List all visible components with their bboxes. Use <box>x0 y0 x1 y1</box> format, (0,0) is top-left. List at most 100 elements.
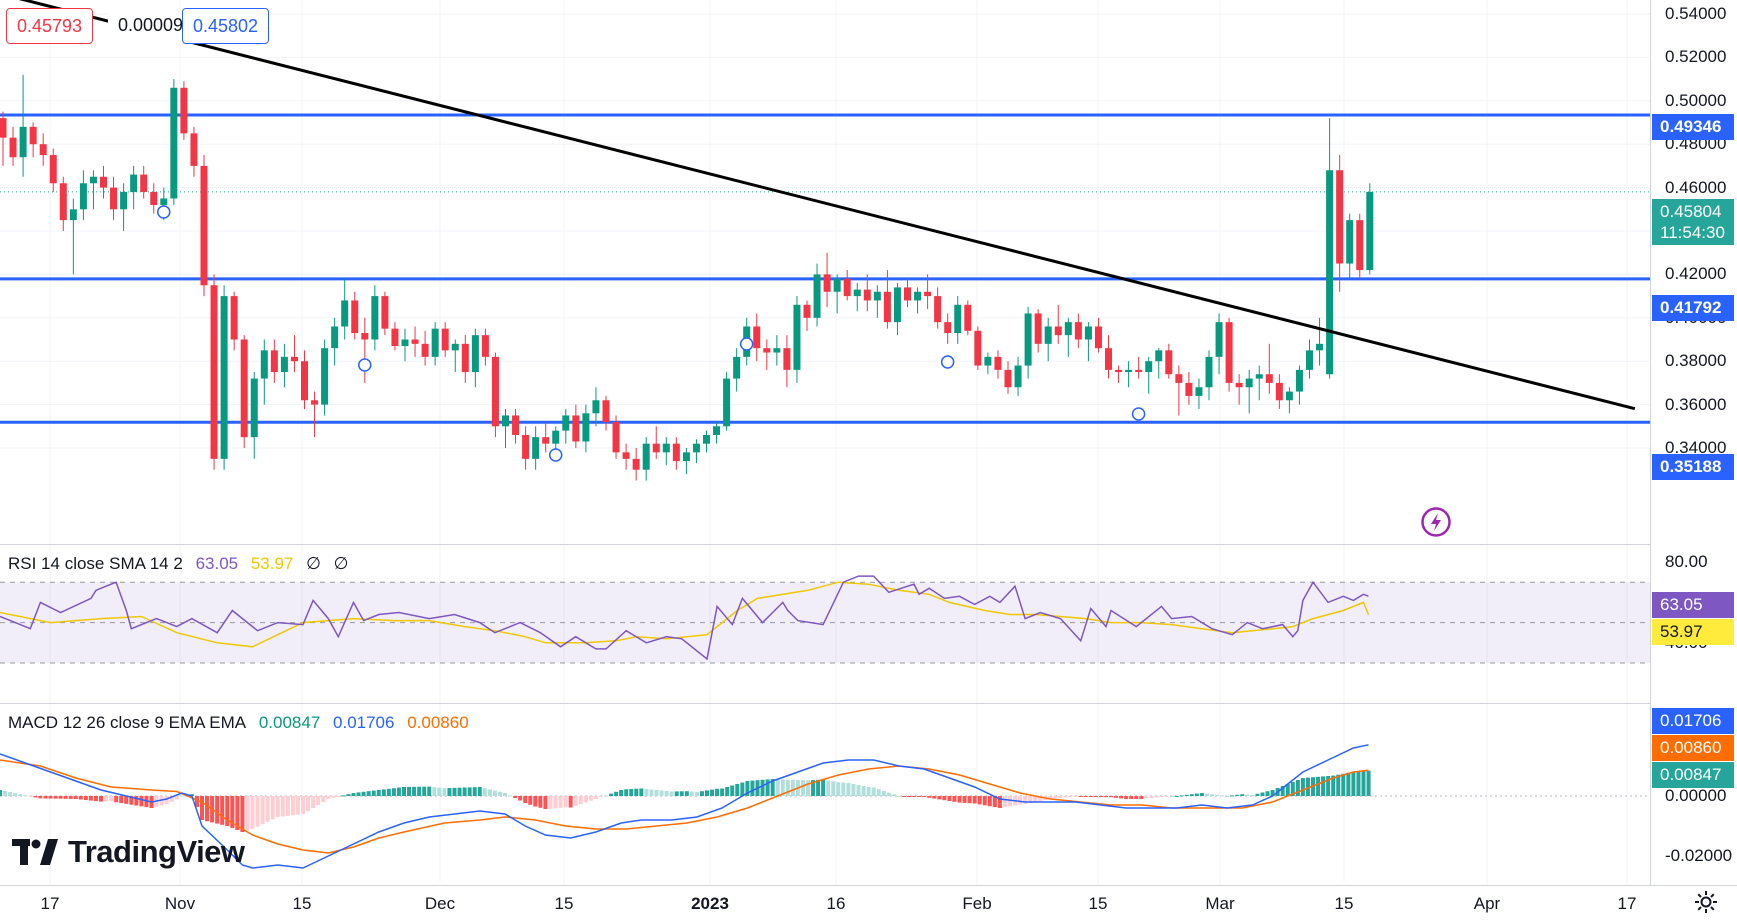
macd-histogram-bar <box>513 796 518 798</box>
settings-gear-icon[interactable] <box>1693 889 1719 915</box>
event-markers[interactable] <box>157 205 1146 462</box>
macd-histogram-bar <box>139 796 144 807</box>
event-marker[interactable] <box>739 337 754 351</box>
candle-body <box>602 400 610 422</box>
candle-body <box>723 378 731 427</box>
candle-down <box>381 291 389 336</box>
event-marker[interactable] <box>940 355 955 369</box>
macd-histogram-bar <box>1124 796 1129 799</box>
price-label-resistance-mid: 0.41792 <box>1652 295 1734 321</box>
candle-up <box>1155 348 1163 379</box>
macd-histogram-bar <box>740 782 745 796</box>
sell-price-button[interactable]: 0.45793 <box>6 8 94 44</box>
macd-legend[interactable]: MACD 12 26 close 9 EMA EMA 0.00847 0.017… <box>8 713 477 733</box>
candle-body <box>1074 322 1082 340</box>
macd-histogram-bar <box>38 796 43 799</box>
time-tick-label: Nov <box>164 894 196 913</box>
tradingview-mark-icon <box>12 839 58 865</box>
candle-down <box>612 415 620 459</box>
macd-histogram-bar <box>1033 796 1038 802</box>
price-label-resistance-upper: 0.49346 <box>1652 114 1734 140</box>
candle-body <box>411 339 419 344</box>
macd-histogram-bar <box>386 788 391 796</box>
candle-down <box>843 270 851 301</box>
macd-histogram-bar <box>1204 793 1209 796</box>
macd-histogram-bar <box>179 795 184 797</box>
macd-histogram-bar <box>1119 796 1124 799</box>
event-marker[interactable] <box>1131 407 1146 421</box>
candle-up <box>1285 387 1293 414</box>
candle-down <box>1054 304 1062 344</box>
macd-histogram-value: 0.00847 <box>258 713 321 732</box>
candle-up <box>471 328 479 388</box>
macd-histogram-bar <box>846 783 851 796</box>
candle-body <box>1125 369 1133 373</box>
candle-up <box>873 285 881 318</box>
rsi-legend[interactable]: RSI 14 close SMA 14 2 63.05 53.97 ∅ ∅ <box>8 554 356 574</box>
macd-histogram-bar <box>730 785 735 796</box>
pane-divider-rsi-macd[interactable] <box>0 703 1650 704</box>
histogram-axis-label: 0.00847 <box>1652 762 1734 788</box>
current-price-value: 0.45804 <box>1660 202 1722 221</box>
macd-histogram-bar <box>1093 796 1098 797</box>
macd-histogram-bar <box>341 795 346 797</box>
macd-histogram-bar <box>1295 780 1300 796</box>
candle-down <box>1265 343 1273 394</box>
candle-up <box>1346 213 1354 279</box>
buy-price-button[interactable]: 0.45802 <box>182 8 270 44</box>
macd-histogram-bar <box>523 796 528 803</box>
candle-down <box>1034 309 1042 353</box>
candle-down <box>190 126 198 177</box>
macd-histogram-bar <box>1028 796 1033 803</box>
macd-histogram-bar <box>836 782 841 796</box>
macd-line-value: 0.01706 <box>333 713 395 732</box>
candle-body <box>733 356 741 379</box>
candle-up <box>260 339 268 405</box>
macd-histogram-bar <box>225 796 230 826</box>
candle-down <box>290 335 298 373</box>
macd-histogram-bar <box>1305 777 1310 796</box>
macd-histogram-bar <box>331 796 336 798</box>
candle-down <box>1235 374 1243 405</box>
macd-histogram-bar <box>816 779 821 796</box>
macd-indicator-name[interactable]: MACD 12 26 close 9 EMA EMA <box>8 713 247 732</box>
candle-body <box>39 144 47 156</box>
macd-histogram-bar <box>573 796 578 806</box>
candle-body <box>481 335 489 357</box>
event-marker[interactable] <box>157 205 171 219</box>
pane-divider-price-rsi[interactable] <box>0 544 1650 545</box>
candle-up <box>662 437 670 466</box>
candle-down <box>753 313 761 362</box>
rsi-line <box>0 575 1369 661</box>
macd-histogram-bar <box>664 791 669 796</box>
candle-up <box>321 339 329 416</box>
macd-histogram-bar <box>982 796 987 806</box>
macd-histogram-bar <box>1154 796 1159 798</box>
macd-histogram-bar <box>376 790 381 796</box>
candle-body <box>311 400 319 405</box>
macd-histogram-bar <box>659 790 664 796</box>
macd-histogram-bar <box>104 796 109 802</box>
candle-up <box>592 387 600 427</box>
macd-histogram-bar <box>593 796 598 799</box>
candle-body <box>471 335 479 373</box>
tradingview-logo[interactable]: TradingView <box>12 832 245 872</box>
candle-up <box>502 408 509 448</box>
candle-body <box>1024 313 1032 366</box>
trendline[interactable] <box>3 0 1636 411</box>
candle-down <box>311 391 319 438</box>
candle-up <box>984 352 992 375</box>
rsi-indicator-name[interactable]: RSI 14 close SMA 14 2 <box>8 554 183 573</box>
macd-histogram-bar <box>1023 796 1028 804</box>
rsi-pane <box>0 575 1650 664</box>
lightning-bolt-icon[interactable] <box>1420 506 1452 538</box>
candle-up <box>682 448 690 475</box>
event-marker[interactable] <box>548 448 563 462</box>
candle-body <box>1225 322 1233 383</box>
macd-histogram-bar <box>765 779 770 796</box>
event-marker[interactable] <box>358 358 372 372</box>
candle-body <box>1044 326 1052 344</box>
macd-histogram-bar <box>972 796 977 804</box>
descending-trendline[interactable] <box>3 0 1636 411</box>
